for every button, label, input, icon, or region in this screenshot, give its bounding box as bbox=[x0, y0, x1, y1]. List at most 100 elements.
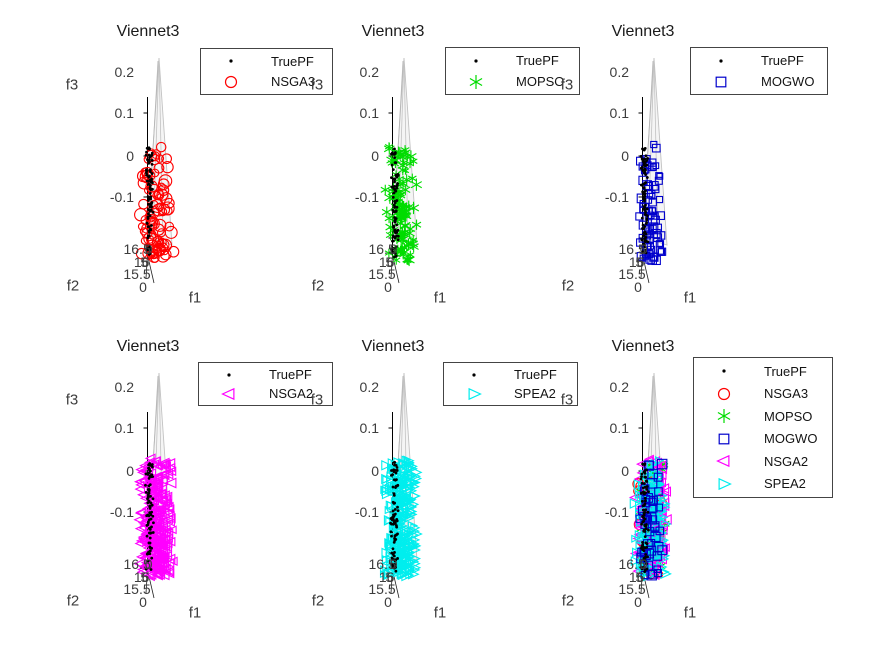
subplot-title: Viennet3 bbox=[611, 338, 675, 355]
floor-tick-label: 15.5 bbox=[123, 266, 150, 282]
floor-tick-label: 0 bbox=[634, 594, 642, 610]
subplot-truepf-vs-spea2: Viennet3 0.2 0.1 0 -0.1 16.50 165 15.5 0 f1 f2 bbox=[265, 330, 515, 642]
f1-axis-label: f1 bbox=[188, 604, 202, 622]
floor-tick-text: 0 bbox=[139, 279, 147, 295]
z-tick-label: 0.2 bbox=[359, 379, 379, 395]
scatter-points-truepf bbox=[390, 147, 400, 259]
z-tick-label: 0 bbox=[621, 148, 629, 164]
spea2-marker-icon bbox=[468, 387, 482, 400]
legend-nsga3: TruePF NSGA3 bbox=[200, 48, 333, 95]
plot-area bbox=[380, 57, 423, 284]
legend-row: TruePF bbox=[446, 52, 579, 70]
spea2-marker-icon bbox=[718, 477, 732, 490]
floor-tick-label: 15.5 bbox=[618, 266, 645, 282]
floor-tick-label: 15.5 bbox=[618, 581, 645, 597]
floor-tick-text: 15.5 bbox=[368, 581, 396, 597]
legend-all-algorithms: TruePF NSGA3 MOPSO MOGWO NSGA2 SPEA2 bbox=[693, 357, 833, 498]
floor-tick-label: 15.5 bbox=[368, 266, 395, 282]
floor-tick-label: 165 bbox=[379, 254, 395, 270]
floor-tick-text: 5 bbox=[385, 569, 394, 585]
subplot-title: Viennet3 bbox=[116, 23, 180, 40]
f1-axis-label: f1 bbox=[683, 289, 697, 307]
nsga2-marker-icon bbox=[716, 455, 730, 468]
floor-tick-text: 16.5 bbox=[618, 241, 646, 257]
legend-row: NSGA3 bbox=[694, 385, 832, 403]
subplot-truepf-vs-nsga2: Viennet3 0.2 0.1 0 -0.1 16.50 165 15.5 0 f1 f2 bbox=[20, 330, 270, 642]
scatter-points-mopso bbox=[380, 142, 423, 267]
floor-tick-text: 16.5 bbox=[368, 241, 396, 257]
floor-tick-label: 165 bbox=[628, 569, 645, 585]
subplot-truepf-vs-mogwo: Viennet3 0.2 0.1 0 -0.1 16.50 165 15.5 0 f1 f2 bbox=[515, 15, 765, 327]
z-tick-label: 0.2 bbox=[609, 379, 629, 395]
f2-axis-label: f2 bbox=[311, 592, 325, 610]
legend-mopso: TruePF MOPSO bbox=[445, 47, 580, 95]
legend-label-truepf: TruePF bbox=[764, 363, 807, 379]
floor-tick-text: 16.5 bbox=[368, 556, 396, 572]
floor-tick-text: 0 bbox=[634, 594, 642, 610]
f3-axis-label: f3 bbox=[560, 391, 574, 409]
mogwo-marker-icon bbox=[715, 76, 727, 87]
floor-tick-text: 16 bbox=[628, 569, 645, 585]
legend-label-truepf: TruePF bbox=[514, 367, 557, 382]
floor-tick-label: 165 bbox=[629, 254, 645, 270]
scatter-points-truepf bbox=[144, 462, 155, 571]
f1-axis-label: f1 bbox=[433, 289, 447, 307]
subplot-title: Viennet3 bbox=[116, 338, 180, 355]
nsga3-marker-icon bbox=[224, 75, 238, 88]
legend-label-mopso: MOPSO bbox=[764, 408, 813, 424]
floor-tick-text: 0 bbox=[389, 556, 398, 572]
f1-axis-label: f1 bbox=[433, 604, 447, 622]
z-tick-label: 0.1 bbox=[609, 105, 629, 121]
f2-axis-label: f2 bbox=[561, 592, 575, 610]
floor-tick-label: 0 bbox=[139, 279, 147, 295]
legend-spea2: TruePF SPEA2 bbox=[443, 362, 578, 406]
plot-area bbox=[379, 372, 423, 599]
plot-area bbox=[635, 57, 668, 284]
f3-axis-label: f3 bbox=[310, 76, 324, 94]
floor-tick-text: 0 bbox=[639, 241, 648, 257]
floor-tick-label: 165 bbox=[134, 254, 150, 270]
z-tick-label: 0.1 bbox=[609, 420, 629, 436]
floor-tick-text: 16.5 bbox=[123, 556, 151, 572]
floor-tick-label: 16.50 bbox=[368, 556, 397, 572]
truepf-marker-icon bbox=[722, 369, 726, 373]
f1-axis-label: f1 bbox=[683, 604, 697, 622]
z-tick-label: 0.1 bbox=[359, 105, 379, 121]
floor-tick-label: 16.50 bbox=[618, 556, 647, 572]
legend-label-nsga3: NSGA3 bbox=[271, 74, 316, 90]
legend-label-nsga3: NSGA3 bbox=[764, 386, 809, 402]
z-tick-label: -0.1 bbox=[604, 189, 629, 205]
scatter-points-truepf bbox=[639, 462, 650, 574]
f1-axis-label: f1 bbox=[188, 289, 202, 307]
floor-tick-text: 0 bbox=[384, 594, 392, 610]
floor-tick-text: 0 bbox=[139, 594, 147, 610]
truepf-marker-icon bbox=[472, 372, 476, 377]
truepf-marker-icon bbox=[719, 58, 723, 63]
scatter-points-truepf bbox=[389, 460, 400, 573]
subplot-truepf-vs-nsga3: Viennet3 0.2 0.1 0 -0.1 16.50 165 15.5 0 f1 f2 bbox=[20, 15, 270, 327]
legend-row: NSGA2 bbox=[694, 452, 832, 470]
floor-tick-label: 0 bbox=[139, 594, 147, 610]
legend-row: MOPSO bbox=[446, 73, 579, 91]
mopso-marker-icon bbox=[717, 409, 731, 424]
subplot-title: Viennet3 bbox=[361, 23, 425, 40]
legend-label-mogwo: MOGWO bbox=[761, 74, 815, 89]
legend-label-mogwo: MOGWO bbox=[764, 431, 818, 447]
f2-axis-label: f2 bbox=[66, 592, 80, 610]
f3-axis-label: f3 bbox=[560, 76, 574, 94]
legend-label-nsga2: NSGA2 bbox=[764, 453, 809, 469]
legend-label-mopso: MOPSO bbox=[516, 74, 565, 89]
z-tick-label: 0.2 bbox=[114, 379, 134, 395]
f3-axis-label: f3 bbox=[65, 391, 79, 409]
legend-label-truepf: TruePF bbox=[761, 53, 804, 68]
plot-area bbox=[628, 372, 672, 599]
floor-tick-text: 0 bbox=[634, 279, 642, 295]
legend-row: TruePF bbox=[201, 52, 332, 70]
floor-tick-text: 15.5 bbox=[618, 266, 646, 282]
floor-tick-label: 16.50 bbox=[123, 556, 152, 572]
z-tick-label: -0.1 bbox=[604, 504, 629, 520]
subplot-title: Viennet3 bbox=[611, 23, 675, 40]
floor-tick-label: 15.5 bbox=[368, 581, 395, 597]
floor-tick-text: 16 bbox=[133, 569, 150, 585]
